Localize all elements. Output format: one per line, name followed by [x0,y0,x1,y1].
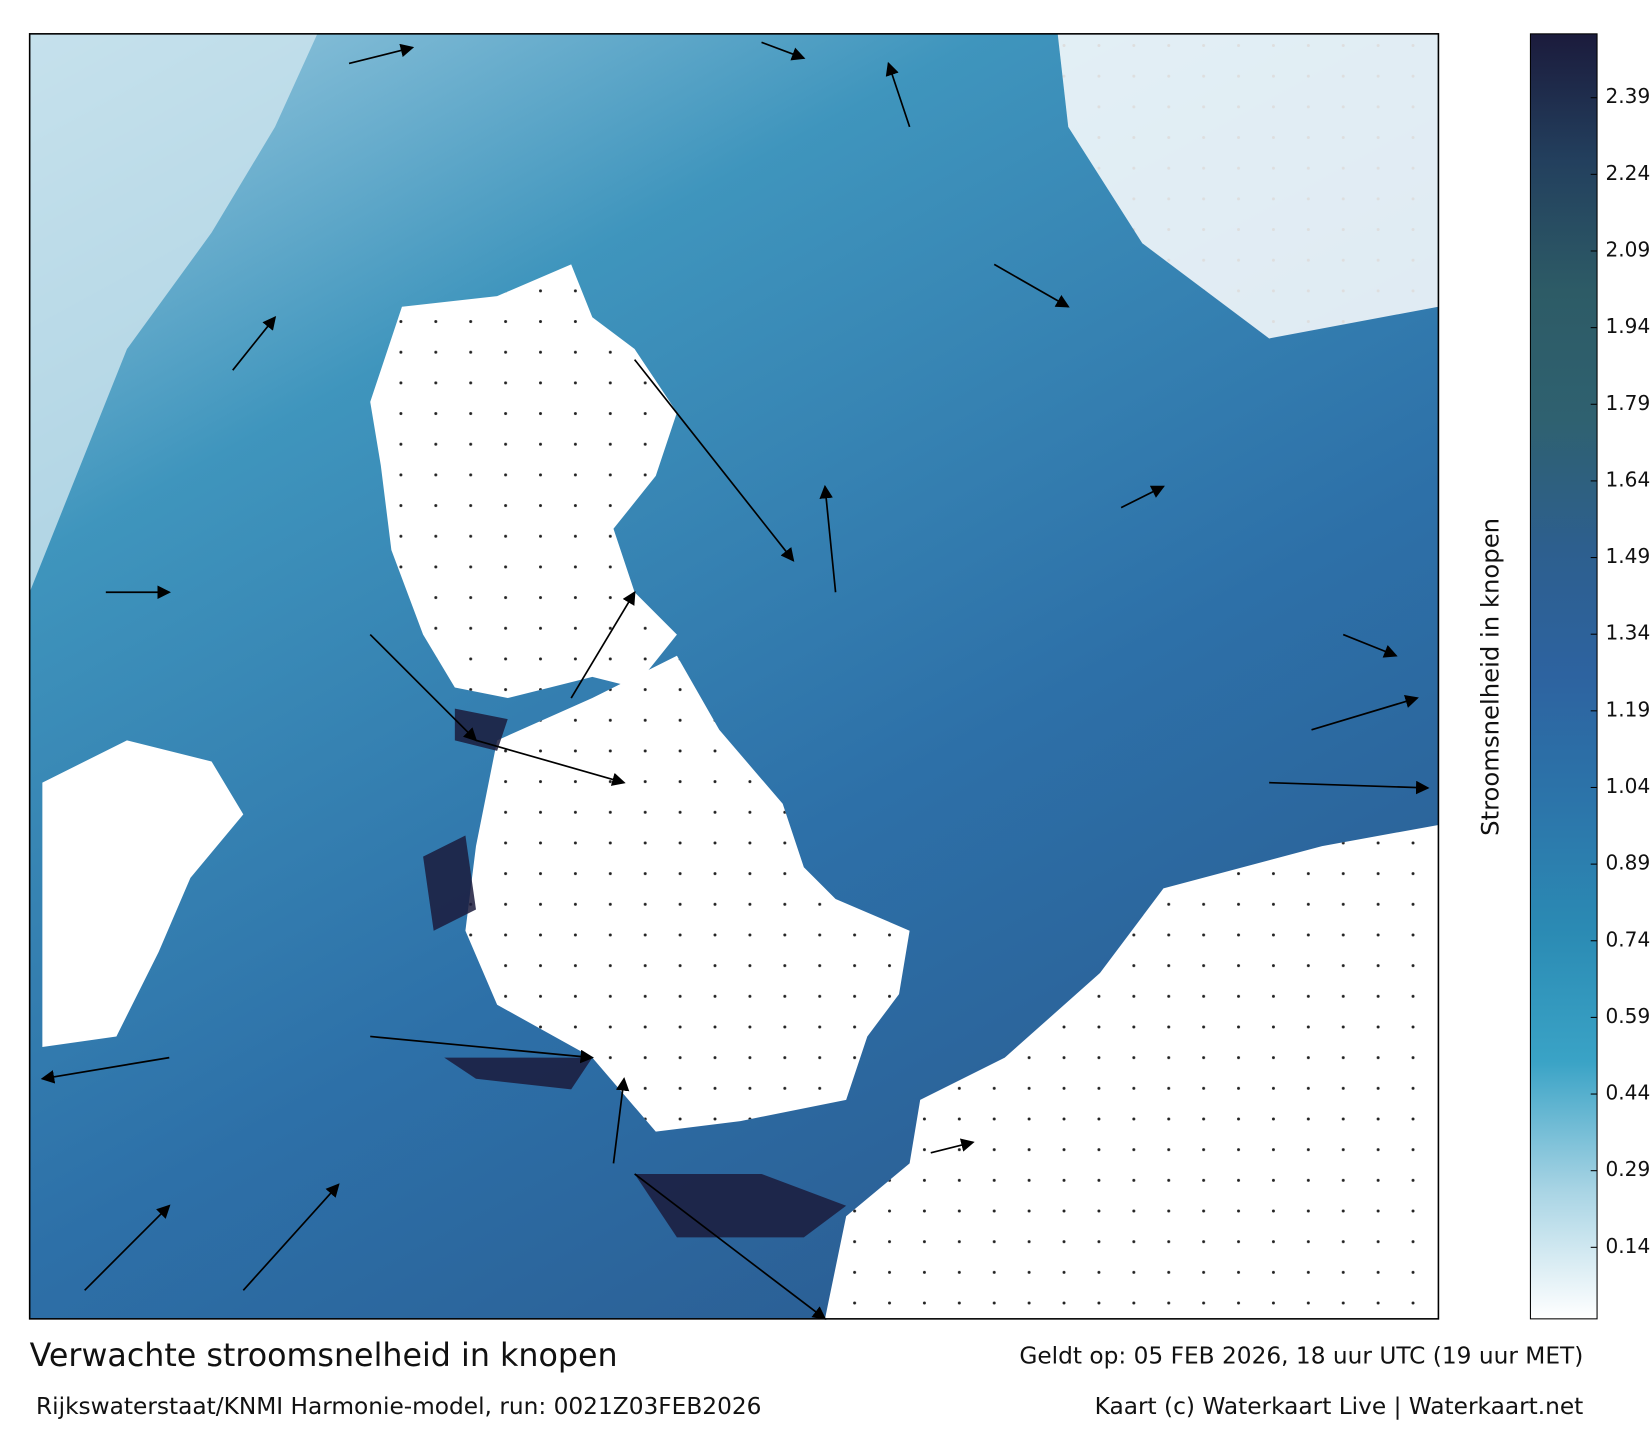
colorbar-tick-label: 2.24 [1606,161,1650,185]
map-credit: Kaart (c) Waterkaart Live | Waterkaart.n… [1095,1393,1584,1420]
colorbar-tick-label: 1.19 [1606,697,1650,721]
colorbar-tick-label: 1.34 [1606,621,1650,645]
shallow-area [29,33,318,593]
colorbar-scale [1529,33,1598,1320]
colorbar-tick-label: 1.04 [1606,774,1650,798]
dot-grid [370,264,1439,1319]
colorbar-label: Stroomsnelheid in knopen [1475,518,1504,836]
colorbar: Stroomsnelheid in knopen 0.14 0.29 0.44 0.5… [1475,33,1650,1320]
colorbar-tick-label: 1.79 [1606,391,1650,415]
colorbar-tick-label: 0.29 [1606,1157,1650,1181]
colorbar-tick-label: 0.74 [1606,927,1650,951]
current-arrows [40,41,1430,1320]
colorbar-tick-label: 1.49 [1606,544,1650,568]
colorbar-tick-label: 0.14 [1606,1234,1650,1258]
map [28,33,1440,1320]
fast-current [423,708,847,1238]
map-frame [28,33,1440,1320]
colorbar-tick-label: 2.39 [1606,84,1650,108]
colorbar-tick-label: 0.59 [1606,1004,1650,1028]
colorbar-tick-label: 1.94 [1606,314,1650,338]
colorbar-tick-label: 2.09 [1606,237,1650,261]
map-title: Verwachte stroomsnelheid in knopen [30,1338,618,1374]
land [1057,33,1439,339]
colorbar-tick-label: 1.64 [1606,467,1650,491]
valid-time: Geldt op: 05 FEB 2026, 18 uur UTC (19 uu… [1019,1342,1583,1369]
model-source: Rijkswaterstaat/KNMI Harmonie-model, run… [36,1393,761,1420]
colorbar-tick-label: 0.44 [1606,1081,1650,1105]
colorbar-tick-label: 0.89 [1606,851,1650,875]
